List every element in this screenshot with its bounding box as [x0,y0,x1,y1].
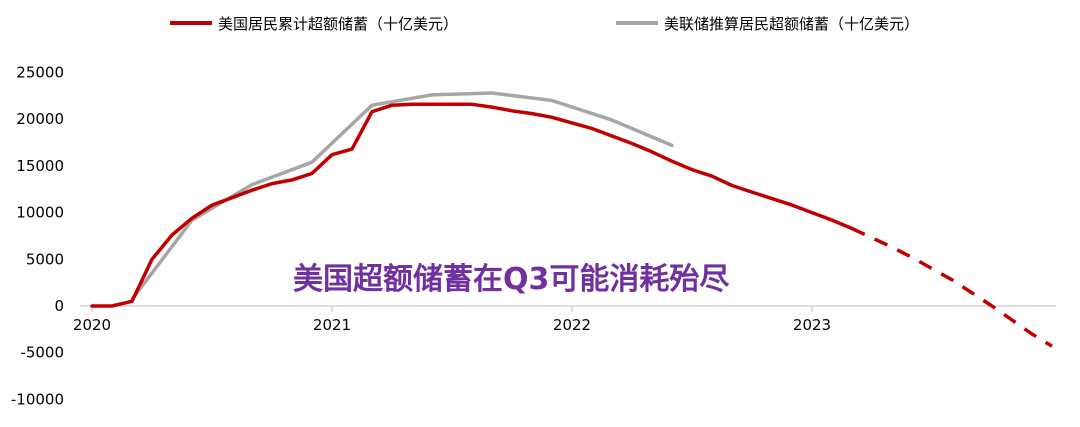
x-tick-label: 2022 [553,316,591,334]
y-tick-label: 10000 [16,204,64,222]
legend-label-household-savings: 美国居民累计超额储蓄（十亿美元） [218,15,458,33]
series-line-household-savings [90,102,854,308]
y-tick-label: 20000 [16,110,64,128]
y-tick-label: -5000 [20,344,64,362]
legend: 美国居民累计超额储蓄（十亿美元） 美联储推算居民超额储蓄（十亿美元） [170,15,919,33]
x-tick-label: 2023 [793,316,831,334]
y-tick-label: 5000 [26,250,64,268]
y-tick-label: 0 [54,297,64,315]
y-tick-label: 15000 [16,157,64,175]
chart-annotation: 美国超额储蓄在Q3可能消耗殆尽 [293,262,729,297]
y-tick-label: 25000 [16,64,64,82]
x-tick-label: 2020 [73,316,111,334]
x-axis: 2020 2021 2022 2023 [73,305,1056,334]
series-line-household-savings-projection [851,226,1053,348]
legend-item-household-savings: 美国居民累计超额储蓄（十亿美元） [170,15,458,33]
y-axis: 25000 20000 15000 10000 5000 0 -5000 -10000 [11,64,64,409]
series-layer [90,91,1053,348]
x-tick-label: 2021 [313,316,351,334]
legend-label-fed-estimate: 美联储推算居民超额储蓄（十亿美元） [664,15,919,33]
legend-item-fed-estimate: 美联储推算居民超额储蓄（十亿美元） [616,15,919,33]
y-tick-label: -10000 [11,390,64,408]
